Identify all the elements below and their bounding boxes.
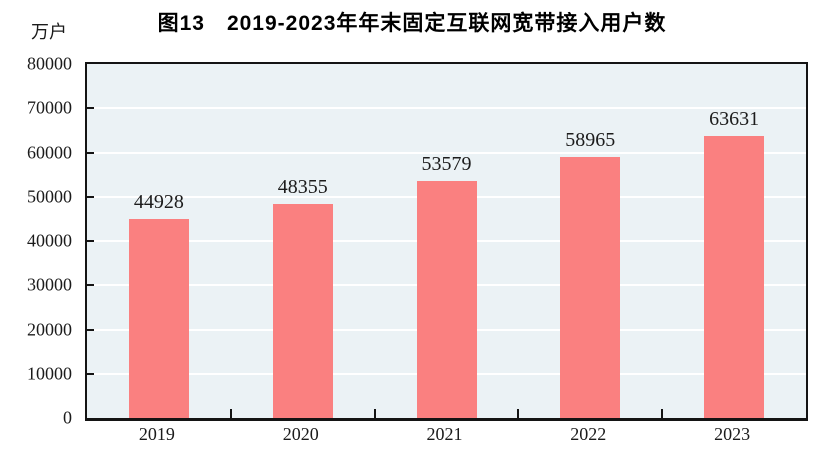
bar-value-label: 48355 bbox=[277, 176, 328, 199]
bar-2022 bbox=[560, 157, 621, 418]
y-axis-tick-labels: 0 10000 20000 30000 40000 50000 60000 70000 8000… bbox=[0, 54, 76, 428]
y-axis-tick-mark bbox=[87, 284, 94, 287]
gridline bbox=[87, 107, 806, 110]
plot-inner: 44928 48355 53579 58965 63631 bbox=[87, 64, 806, 418]
y-axis-tick-label: 30000 bbox=[27, 274, 72, 295]
x-axis-tick-label: 2022 bbox=[570, 424, 607, 444]
x-axis-tick-label: 2019 bbox=[138, 424, 175, 444]
x-axis-tick-mark bbox=[517, 409, 520, 418]
y-axis-tick-mark bbox=[87, 240, 94, 242]
y-axis-tick-label: 20000 bbox=[27, 319, 72, 339]
y-axis-tick-mark bbox=[87, 151, 94, 154]
y-axis-tick-label: 80000 bbox=[27, 53, 72, 74]
x-axis-tick-mark bbox=[661, 409, 664, 418]
plot-area: 44928 48355 53579 58965 63631 bbox=[85, 62, 808, 421]
bar-2023 bbox=[704, 136, 765, 418]
x-axis-tick-labels: 2019 2020 2021 2022 2023 bbox=[85, 424, 808, 452]
y-axis-tick-mark bbox=[87, 195, 94, 198]
y-axis-tick-label: 70000 bbox=[27, 97, 72, 118]
bar-2021 bbox=[416, 180, 477, 418]
chart-title: 图13 2019-2023年年末固定互联网宽带接入用户数 bbox=[157, 12, 667, 35]
x-axis-tick-label: 2021 bbox=[426, 424, 463, 444]
y-axis-tick-label: 10000 bbox=[27, 363, 72, 384]
y-axis-unit-label: 万户 bbox=[31, 22, 67, 42]
bar-2019 bbox=[128, 219, 189, 418]
x-axis-tick-mark bbox=[373, 409, 376, 418]
y-axis-tick-label: 60000 bbox=[27, 142, 72, 162]
y-axis-tick-label: 0 bbox=[63, 407, 72, 428]
x-axis-tick-label: 2020 bbox=[282, 424, 319, 444]
y-axis-tick-label: 40000 bbox=[27, 230, 72, 251]
y-axis-tick-mark bbox=[87, 328, 94, 331]
y-axis-tick-label: 50000 bbox=[27, 186, 72, 207]
y-axis-tick-mark bbox=[87, 107, 94, 110]
x-axis-tick-mark bbox=[229, 409, 232, 418]
bar-2020 bbox=[272, 204, 333, 418]
bar-value-label: 53579 bbox=[421, 152, 472, 175]
x-axis-tick-label: 2023 bbox=[714, 424, 751, 444]
bar-value-label: 58965 bbox=[565, 129, 616, 152]
bar-value-label: 63631 bbox=[709, 108, 760, 131]
gridline bbox=[87, 151, 806, 154]
bar-value-label: 44928 bbox=[133, 191, 184, 214]
y-axis-tick-mark bbox=[87, 372, 94, 375]
